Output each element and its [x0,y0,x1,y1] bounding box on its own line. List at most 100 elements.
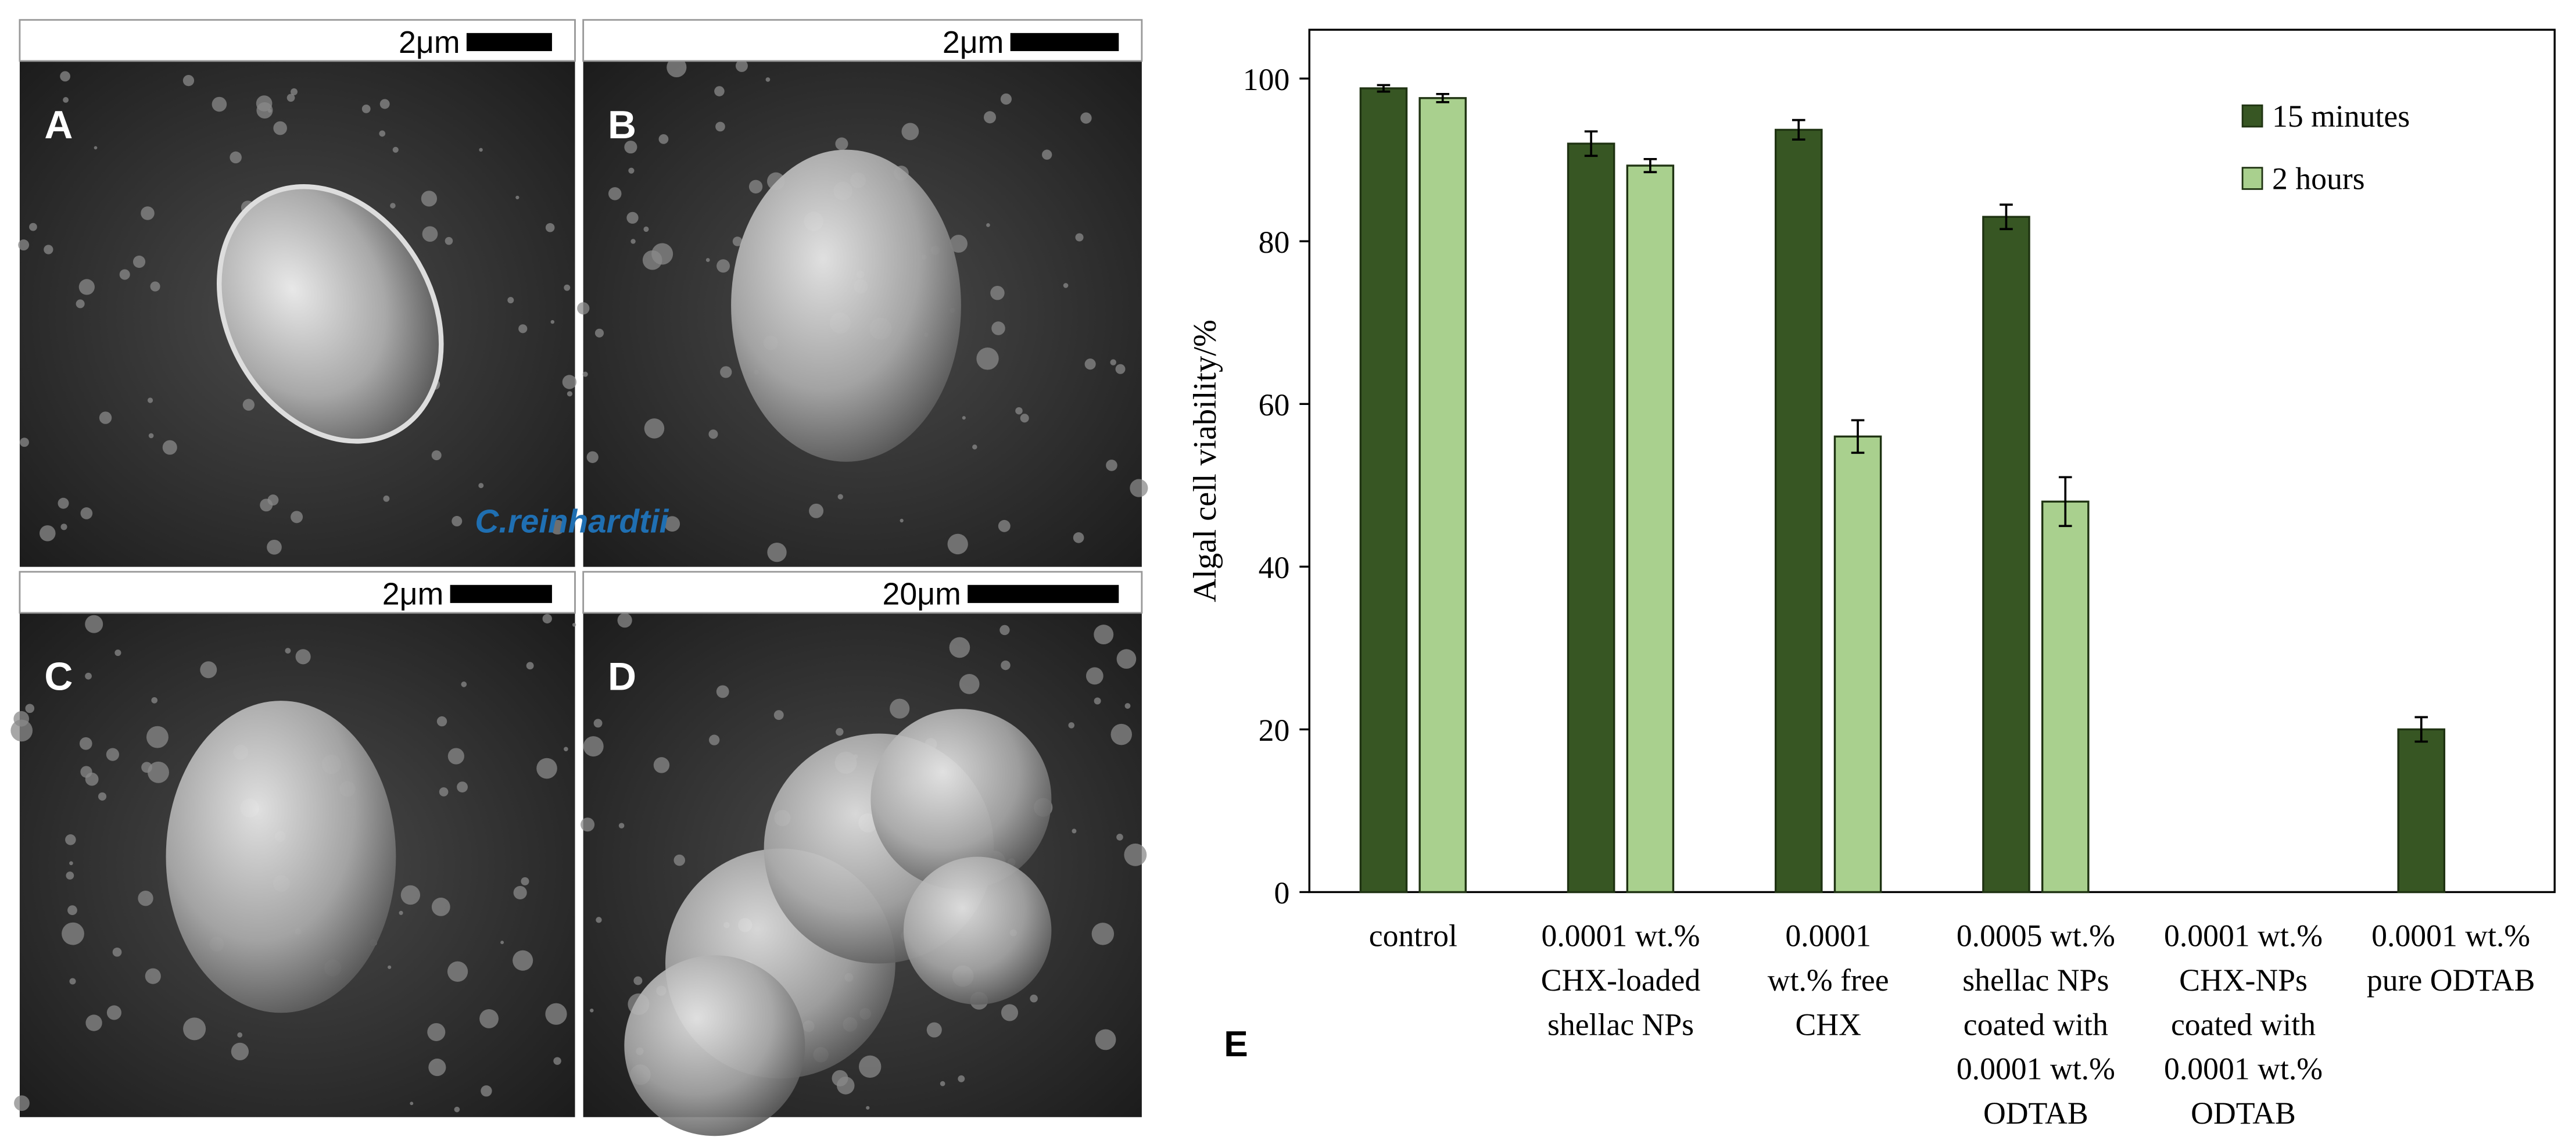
particle [162,440,177,455]
particle [148,433,154,439]
particle [515,195,520,200]
bar [1567,142,1615,894]
bar [2397,728,2446,894]
particle [479,148,483,152]
particle [1080,112,1092,124]
particle [582,371,588,377]
particle [720,366,732,378]
particle [85,1014,102,1031]
particle [1020,414,1029,423]
x-tick-label: coated with [1964,1007,2108,1042]
particle [653,757,670,773]
particle [901,123,919,141]
x-tick-label: CHX-loaded [1541,963,1701,998]
aggregate [903,856,1052,1005]
particle [112,947,122,957]
x-tick-label: ODTAB [1983,1096,2088,1131]
particle [62,922,84,945]
particle [765,77,771,82]
particle [958,1075,965,1082]
particle [550,320,555,324]
particle [1124,843,1147,866]
scale-label: 2μm [943,25,1004,60]
particle [454,1106,460,1113]
particle [628,167,635,174]
particle [630,239,636,244]
legend-swatch [2241,104,2263,128]
particle [60,71,70,82]
particle [545,1003,567,1025]
particle [572,623,576,627]
x-tick-label: pure ODTAB [2367,963,2535,998]
particle [716,259,730,273]
particle [410,1102,414,1106]
particle [183,1017,206,1041]
particle [273,121,287,135]
y-tick-label: 20 [1259,713,1290,748]
particle [593,719,603,728]
sem-panels: 2μm A 2μm B 2μm C 20μm D [10,19,1148,1136]
particle [998,519,1011,532]
particle [242,399,255,411]
particle [732,236,743,246]
particle [39,525,56,541]
particle [76,299,85,309]
particle [427,1023,446,1041]
particle [507,297,514,304]
particle [583,736,604,757]
particle [295,649,311,665]
particle [633,976,643,985]
x-tick-label: 0.0005 wt.% [1957,919,2115,953]
particle [1130,479,1148,497]
particle [256,95,273,112]
bar [1626,164,1675,894]
particle [150,281,160,292]
y-tick-label: 60 [1259,388,1290,422]
particle [617,613,632,628]
particle [832,1070,848,1086]
particle [445,236,453,245]
cell [217,184,444,444]
particle [926,1022,942,1038]
particle [581,817,595,832]
bar [1775,128,1823,894]
particle [667,57,687,78]
scale-label: 20μm [882,577,961,612]
particle [1094,625,1114,645]
particle [809,503,824,518]
bar [1359,87,1408,894]
particle [80,507,93,519]
particle [151,697,158,704]
particle [577,302,590,315]
particle [950,235,968,253]
particle [1001,660,1011,670]
particle [231,1042,249,1060]
error-bar [1436,92,1450,103]
aggregate [870,709,1052,890]
particle [1106,460,1117,471]
particle [664,516,680,532]
error-bar [2000,203,2013,231]
particle [98,792,107,801]
particle [1116,649,1137,669]
particle [114,649,121,657]
particle [106,1005,121,1020]
particle [990,285,1005,300]
particle [1124,703,1131,709]
particle [972,444,977,450]
particle [80,766,92,778]
x-tick-label: coated with [2171,1007,2316,1042]
error-bar [1643,157,1657,174]
particle [99,411,112,424]
particle [379,99,390,109]
particle [748,180,763,193]
particle [439,787,449,797]
particle [962,416,966,420]
particle [976,347,999,370]
particle [959,674,980,694]
scale-bar [466,33,552,51]
particle [550,519,565,535]
x-tick-label: 0.0001 wt.% [2164,1052,2323,1086]
particle [85,615,103,633]
particle [379,130,386,137]
